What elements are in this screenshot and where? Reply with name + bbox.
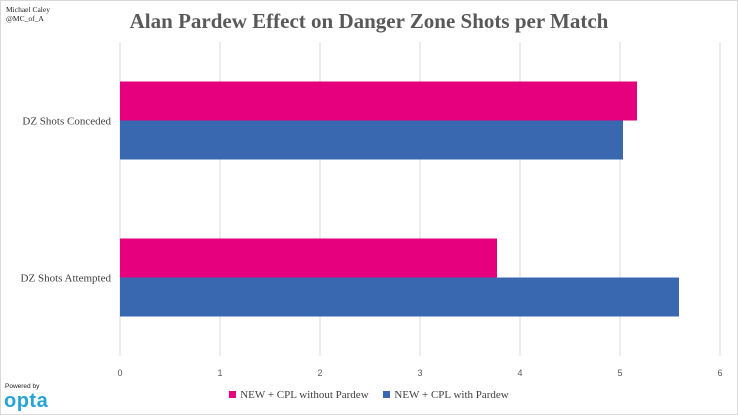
legend-swatch-with-pardew — [383, 391, 391, 398]
legend: NEW + CPL without Pardew NEW + CPL with … — [0, 389, 738, 401]
bar-without-pardew-1 — [120, 238, 497, 278]
opta-logo: opta — [4, 390, 49, 412]
legend-item-without-pardew: NEW + CPL without Pardew — [229, 389, 369, 401]
powered-by-label: Powered by — [5, 383, 40, 390]
chart-title: Alan Pardew Effect on Danger Zone Shots … — [129, 9, 609, 33]
bar-without-pardew-0 — [120, 81, 637, 121]
x-tick-label-1: 1 — [217, 368, 222, 378]
legend-item-with-pardew: NEW + CPL with Pardew — [383, 389, 509, 401]
x-tick-label-4: 4 — [517, 368, 522, 378]
x-tick-label-2: 2 — [317, 368, 322, 378]
legend-label-with-pardew: NEW + CPL with Pardew — [394, 389, 509, 401]
x-tick-label-5: 5 — [617, 368, 622, 378]
author-handle: @MC_of_A — [6, 14, 44, 23]
x-tick-label-6: 6 — [717, 368, 722, 378]
bar-with-pardew-1 — [120, 277, 679, 317]
x-tick-label-0: 0 — [117, 368, 122, 378]
x-tick-label-3: 3 — [417, 368, 422, 378]
bar-with-pardew-0 — [120, 120, 623, 160]
legend-swatch-without-pardew — [229, 391, 237, 398]
author-name: Michael Caley — [6, 5, 50, 14]
category-label-1: DZ Shots Attempted — [21, 273, 112, 285]
legend-label-without-pardew: NEW + CPL without Pardew — [240, 389, 369, 401]
author-credit: Michael Caley @MC_of_A — [6, 5, 50, 23]
category-label-0: DZ Shots Conceded — [22, 116, 111, 128]
